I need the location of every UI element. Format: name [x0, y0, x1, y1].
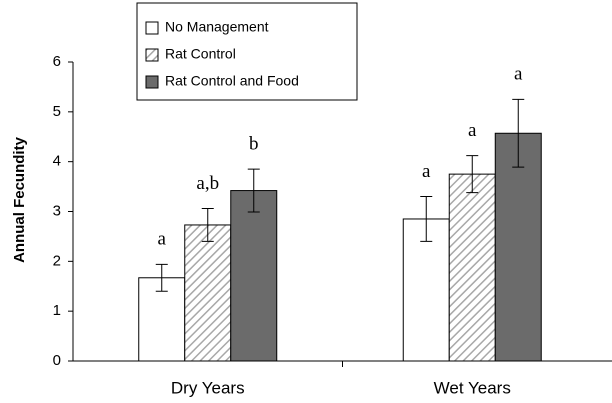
- y-tick-label: 3: [53, 202, 61, 219]
- bar: [184, 224, 232, 362]
- legend-box: [136, 2, 358, 101]
- legend-swatch: [145, 21, 159, 35]
- y-tick-label: 6: [53, 53, 61, 70]
- error-bar: [420, 196, 433, 242]
- y-tick-label: 0: [53, 352, 61, 369]
- legend-label: Rat Control: [165, 46, 236, 62]
- legend-swatch: [145, 48, 159, 62]
- legend-label: No Management: [165, 19, 269, 35]
- error-bar: [466, 155, 479, 194]
- bar: [230, 190, 278, 362]
- error-bar: [512, 98, 525, 168]
- bar: [494, 132, 542, 362]
- significance-letter: a: [468, 120, 477, 141]
- bar: [448, 173, 496, 362]
- x-tick-label: Wet Years: [434, 378, 511, 397]
- significance-letter: a,b: [196, 173, 219, 194]
- y-axis-title: Annual Fecundity: [11, 136, 28, 262]
- legend-label: Rat Control and Food: [165, 73, 299, 89]
- significance-letter: a: [422, 161, 431, 182]
- significance-letter: a: [158, 229, 167, 250]
- bar: [402, 218, 450, 362]
- y-tick-label: 4: [53, 153, 61, 170]
- error-bar: [155, 263, 168, 292]
- y-tick-label: 5: [53, 103, 61, 120]
- x-tick-label: Dry Years: [171, 378, 245, 397]
- y-tick-label: 2: [53, 252, 61, 269]
- y-tick-label: 1: [53, 302, 61, 319]
- significance-letter: b: [249, 134, 259, 155]
- significance-letter: a: [514, 64, 523, 85]
- legend-swatch: [145, 75, 159, 89]
- error-bar: [201, 208, 214, 242]
- error-bar: [247, 168, 260, 213]
